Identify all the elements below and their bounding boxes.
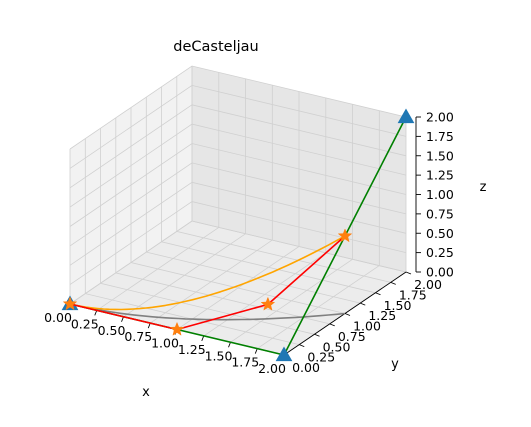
z-tick-label: 1.75 [426,129,454,144]
y-tick-mark [376,293,381,295]
y-axis-label: y [391,357,399,372]
x-tick-label: 2.00 [258,361,286,376]
x-axis-label: x [142,385,150,400]
x-tick-label: 1.00 [151,336,179,351]
x-tick-label: 0.25 [71,316,99,331]
y-tick-mark [391,282,396,284]
y-tick-mark [360,303,365,305]
z-tick-label: 0.25 [426,245,454,260]
y-tick-mark [406,272,411,274]
x-tick-label: 1.75 [231,355,259,370]
z-tick-label: 1.00 [426,187,454,202]
y-tick-mark [330,324,335,326]
y-tick-mark [315,334,320,336]
z-tick-label: 1.25 [426,168,454,183]
axis-panes [70,66,406,355]
x-tick-label: 0.75 [124,329,152,344]
x-tick-label: 0.50 [98,323,126,338]
x-tick-label: 0.00 [44,310,72,325]
z-tick-label: 0.00 [426,265,454,280]
x-tick-label: 1.25 [178,342,206,357]
z-axis-label: z [480,180,487,195]
y-tick-mark [345,314,350,316]
z-tick-label: 0.75 [426,206,454,221]
z-tick-label: 2.00 [426,110,454,125]
chart-title: deCasteljau [173,39,258,55]
y-tick-mark [299,345,304,347]
z-tick-label: 0.50 [426,226,454,241]
x-tick-label: 1.50 [205,348,233,363]
z-tick-label: 1.50 [426,148,454,163]
